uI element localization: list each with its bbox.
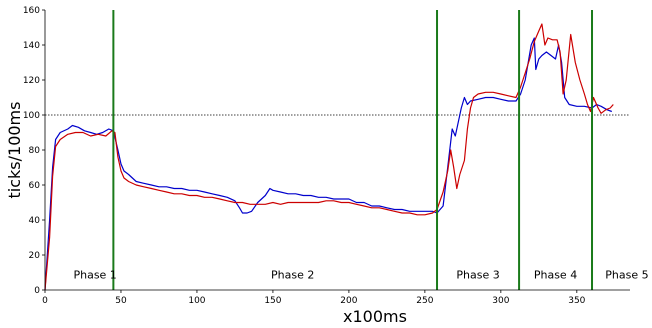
- series-line-2: [44, 23, 614, 291]
- phase-label: Phase 1: [73, 269, 116, 282]
- y-axis-title: ticks/100ms: [5, 102, 24, 199]
- x-tick-label: 100: [188, 296, 205, 306]
- y-tick-label: 20: [29, 251, 41, 261]
- y-axis: 0 20 40 60 80 100 120 140 160: [23, 6, 46, 296]
- y-tick-label: 80: [29, 146, 41, 156]
- y-tick-label: 60: [29, 181, 41, 191]
- x-tick-label: 0: [42, 296, 48, 306]
- x-axis: 0 50 100 150 200 250 300 350: [42, 289, 630, 306]
- phase-label: Phase 5: [605, 269, 648, 282]
- x-tick-label: 250: [416, 296, 433, 306]
- y-tick-label: 140: [23, 41, 40, 51]
- y-tick-label: 0: [34, 286, 40, 296]
- x-tick-label: 50: [115, 296, 127, 306]
- y-tick-label: 120: [23, 76, 40, 86]
- phase-label: Phase 2: [271, 269, 314, 282]
- plot-area: Phase 1 Phase 2 Phase 3 Phase 4 Phase 5: [44, 10, 649, 291]
- x-tick-label: 350: [568, 296, 585, 306]
- x-axis-title: x100ms: [343, 307, 407, 326]
- y-tick-label: 40: [29, 216, 41, 226]
- y-tick-label: 160: [23, 6, 40, 16]
- y-tick-label: 100: [23, 111, 40, 121]
- x-tick-label: 300: [492, 296, 509, 306]
- phase-label: Phase 4: [534, 269, 577, 282]
- x-tick-label: 200: [340, 296, 357, 306]
- series-line-1: [44, 37, 613, 291]
- x-tick-label: 150: [264, 296, 281, 306]
- phase-label: Phase 3: [456, 269, 499, 282]
